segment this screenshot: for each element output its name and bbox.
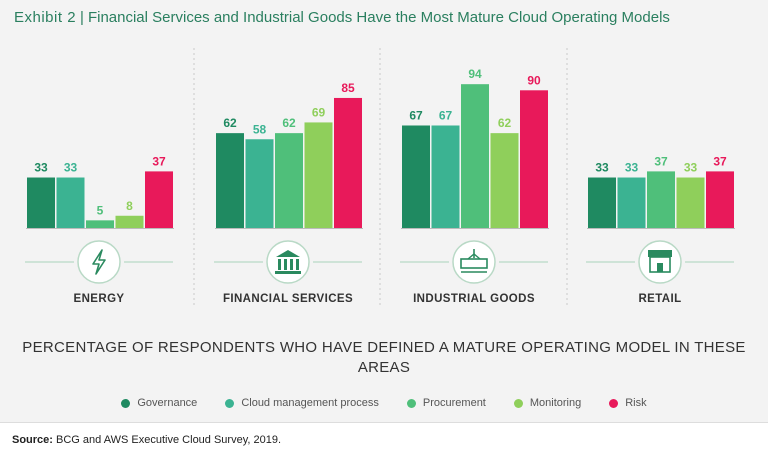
bank-column	[278, 259, 281, 270]
legend-item: Governance	[121, 397, 197, 409]
data-label: 67	[439, 108, 453, 122]
legend-label: Cloud management process	[241, 397, 379, 409]
lightning-icon	[92, 249, 106, 275]
crane-icon	[452, 240, 496, 284]
bar-risk	[706, 171, 734, 228]
data-label: 33	[595, 161, 609, 175]
data-label: 33	[684, 161, 698, 175]
bar-cloud-management-process	[56, 177, 85, 228]
crane-container	[460, 258, 488, 269]
title-separator: |	[80, 9, 84, 26]
source-note: Source: BCG and AWS Executive Cloud Surv…	[0, 422, 768, 462]
bank-icon	[266, 240, 310, 284]
bar-cloud-management-process	[617, 177, 646, 228]
legend-item: Risk	[609, 397, 647, 409]
data-label: 62	[223, 116, 237, 130]
bank-icon	[276, 250, 300, 257]
bar-procurement	[647, 171, 675, 228]
legend-label: Monitoring	[529, 397, 582, 409]
storefront-icon	[648, 250, 672, 257]
legend-swatch	[406, 398, 416, 408]
bar-governance	[402, 125, 430, 228]
legend-item: Procurement	[406, 397, 486, 409]
bank-column	[296, 259, 299, 270]
data-label: 58	[253, 122, 267, 136]
chart-title: Exhibit 2 | Financial Services and Industr…	[14, 9, 670, 26]
data-label: 8	[126, 199, 133, 213]
bar-risk	[520, 90, 548, 228]
bar-cloud-management-process	[245, 139, 274, 228]
bar-monitoring	[304, 122, 333, 228]
data-label: 37	[654, 154, 668, 168]
legend-label: Risk	[625, 397, 647, 409]
category-label: INDUSTRIAL GOODS	[413, 293, 535, 305]
title-text: Financial Services and Industrial Goods …	[87, 9, 670, 26]
bar-procurement	[86, 220, 114, 228]
legend-label: Procurement	[422, 397, 486, 409]
data-label: 94	[468, 67, 482, 81]
source-text: BCG and AWS Executive Cloud Survey, 2019…	[56, 434, 282, 446]
legend-label: Governance	[137, 397, 198, 409]
bar-procurement	[275, 133, 303, 228]
data-label: 33	[64, 161, 78, 175]
category-label: ENERGY	[74, 293, 125, 305]
storefront-door	[657, 263, 663, 272]
bar-monitoring	[676, 177, 705, 228]
data-label: 67	[409, 108, 423, 122]
bar-governance	[216, 133, 244, 228]
data-label: 37	[152, 154, 166, 168]
data-label: 33	[625, 161, 639, 175]
bar-monitoring	[115, 215, 144, 228]
bank-column	[284, 259, 287, 270]
legend: Governance Cloud management process Procur…	[0, 397, 768, 409]
exhibit-label: Exhibit 2	[14, 9, 77, 26]
chart-subtitle: PERCENTAGE OF RESPONDENTS WHO HAVE DEFIN…	[22, 339, 746, 376]
bank-base	[275, 271, 301, 274]
legend-swatch	[121, 398, 131, 408]
bank-column	[290, 259, 293, 270]
category-label: RETAIL	[638, 293, 681, 305]
bar-risk	[334, 97, 362, 228]
data-label: 5	[97, 203, 104, 217]
legend-swatch	[609, 398, 619, 408]
bar-monitoring	[490, 133, 519, 228]
legend-swatch	[225, 398, 235, 408]
data-label: 37	[713, 154, 727, 168]
bar-cloud-management-process	[431, 125, 460, 228]
storefront-icon	[638, 240, 682, 284]
bar-risk	[145, 171, 173, 228]
legend-swatch	[513, 398, 523, 408]
data-label: 62	[282, 116, 296, 130]
crane-rope	[467, 253, 481, 260]
legend-item: Cloud management process	[225, 397, 379, 409]
source-label: Source:	[12, 434, 53, 446]
bar-governance	[588, 177, 616, 228]
legend-item: Monitoring	[513, 397, 582, 409]
data-label: 85	[341, 81, 355, 95]
category-label: FINANCIAL SERVICES	[223, 293, 353, 305]
data-label: 62	[498, 116, 512, 130]
bar-procurement	[461, 84, 489, 229]
data-label: 90	[527, 73, 541, 87]
data-label: 69	[312, 105, 326, 119]
data-label: 33	[34, 161, 48, 175]
bar-governance	[27, 177, 55, 228]
lightning-icon	[77, 240, 121, 284]
